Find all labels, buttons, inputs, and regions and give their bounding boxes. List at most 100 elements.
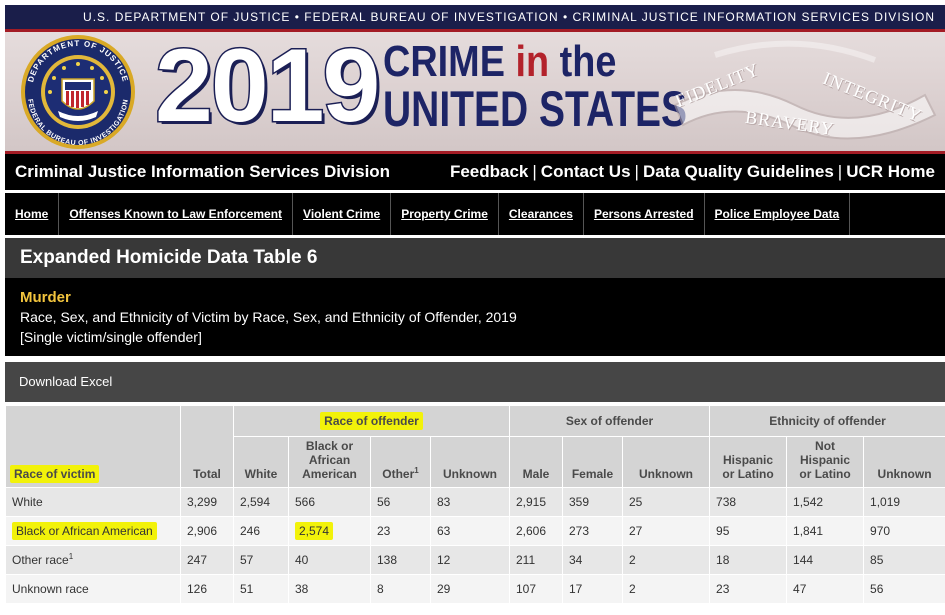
table-cell: 2 [621,574,711,604]
banner-bottom-line [5,151,945,154]
table-body: White 3,299 2,594 566 56 83 2,915 359 25 738 1,542… [5,487,945,604]
nav-violent-crime[interactable]: Violent Crime [293,193,392,235]
report-title-line2: UNITED STATES [383,81,688,137]
race-of-offender-group: Race of offender [320,412,423,430]
contact-us-link[interactable]: Contact Us [540,162,631,181]
report-title-line1: CRIME in the [383,39,616,85]
table-cell: 29 [430,574,510,604]
table-cell: 38 [288,574,371,604]
table-title: Expanded Homicide Data Table 6 [5,238,945,278]
table-cell: 107 [509,574,563,604]
feedback-link[interactable]: Feedback [449,162,529,181]
table-info: Murder Race, Sex, and Ethnicity of Victi… [5,278,945,356]
table-cell: 83 [430,487,510,517]
col-not-hispanic: Not Hispanic or Latino [786,436,865,488]
table-cell: 12 [430,545,510,575]
table-cell: 359 [562,487,623,517]
table-cell: 2,606 [509,516,563,546]
nav-property-crime[interactable]: Property Crime [391,193,499,235]
banner-divider [5,29,945,32]
col-female: Female [562,436,623,488]
table-cell: 2,594 [233,487,289,517]
nav-offenses-known[interactable]: Offenses Known to Law Enforcement [59,193,294,235]
table-cell: 27 [621,516,711,546]
link-separator: | [532,162,537,181]
table-cell: 40 [288,545,371,575]
ethnicity-of-offender-group: Ethnicity of offender [709,405,945,437]
table-cell: 63 [430,516,510,546]
table-cell: 566 [288,487,371,517]
col-male: Male [509,436,563,488]
col-black-african-american: Black or African American [288,436,371,488]
race-of-offender-group-cell: Race of offender [233,405,510,437]
table-cell: 34 [562,545,623,575]
link-separator: | [634,162,639,181]
table-cell: 3,299 [180,487,234,517]
site-banner: U.S. DEPARTMENT OF JUSTICE • FEDERAL BUR… [5,5,945,154]
utility-links: Feedback | Contact Us | Data Quality Guideli… [450,154,935,190]
table-cell: 85 [863,545,945,575]
table-cell: 2 [621,545,711,575]
col-other: Other1 [370,436,431,488]
division-bar: Criminal Justice Information Services Di… [5,154,945,190]
homicide-data-table: Race of victim Total Race of offender Se… [5,405,945,604]
title-word-the: the [559,37,617,86]
fbi-seal-icon: DEPARTMENT OF JUSTICE FEDERAL BUREAU OF … [21,35,135,149]
link-separator: | [837,162,843,181]
sex-of-offender-group: Sex of offender [508,405,711,437]
nav-persons-arrested[interactable]: Persons Arrested [584,193,705,235]
table-cell: 738 [709,487,788,517]
col-unknown-sex: Unknown [621,436,711,488]
race-of-victim-header: Race of victim [10,465,100,483]
table-cell: 2,574 [288,516,371,546]
table-cell: 95 [709,516,788,546]
table-cell: 144 [786,545,865,575]
report-year: 2019 [153,28,381,144]
table-cell: 273 [562,516,623,546]
table-row: Unknown race 126 51 38 8 29 107 17 2 23 47 56 [5,574,945,604]
col-hispanic: Hispanic or Latino [709,436,788,488]
row-label: Black or African American [5,516,181,546]
table-cell: 138 [370,545,431,575]
table-description: Race, Sex, and Ethnicity of Victim by Ra… [20,309,517,325]
table-row: Other race1 247 57 40 138 12 211 34 2 18 144 85 [5,545,945,575]
table-cell: 2,906 [180,516,234,546]
row-label: White [5,487,181,517]
total-header: Total [180,405,234,488]
main-nav: Home Offenses Known to Law Enforcement V… [5,193,945,235]
nav-home[interactable]: Home [5,193,60,235]
nav-clearances[interactable]: Clearances [499,193,584,235]
table-row: Black or African American 2,906 246 2,574 23… [5,516,945,546]
col-white: White [233,436,289,488]
table-note: [Single victim/single offender] [20,329,202,345]
row-header-cell: Race of victim [5,405,181,488]
division-name[interactable]: Criminal Justice Information Services Di… [15,162,391,181]
table-cell: 56 [370,487,431,517]
ucr-home-link[interactable]: UCR Home [846,162,935,181]
row-label: Unknown race [5,574,181,604]
agency-line: U.S. DEPARTMENT OF JUSTICE • FEDERAL BUR… [5,5,945,29]
table-cell: 47 [786,574,865,604]
title-word-in: in [515,37,550,86]
nav-police-employee-data[interactable]: Police Employee Data [705,193,851,235]
table-cell: 126 [180,574,234,604]
table-cell: 246 [233,516,289,546]
data-quality-guidelines-link[interactable]: Data Quality Guidelines [642,162,834,181]
table-cell: 247 [180,545,234,575]
download-excel-button[interactable]: Download Excel [5,362,945,402]
table-cell: 23 [709,574,788,604]
table-cell: 211 [509,545,563,575]
col-unknown-ethnicity: Unknown [863,436,945,488]
table-cell: 17 [562,574,623,604]
table-cell: 56 [863,574,945,604]
offense-name: Murder [20,289,71,306]
title-word-crime: CRIME [383,37,505,86]
table-row: White 3,299 2,594 566 56 83 2,915 359 25 738 1,542… [5,487,945,517]
table-cell: 970 [863,516,945,546]
row-label: Other race1 [5,545,181,575]
table-cell: 18 [709,545,788,575]
table-cell: 51 [233,574,289,604]
motto-ribbon-icon [673,40,937,140]
table-cell: 2,915 [509,487,563,517]
table-cell: 23 [370,516,431,546]
